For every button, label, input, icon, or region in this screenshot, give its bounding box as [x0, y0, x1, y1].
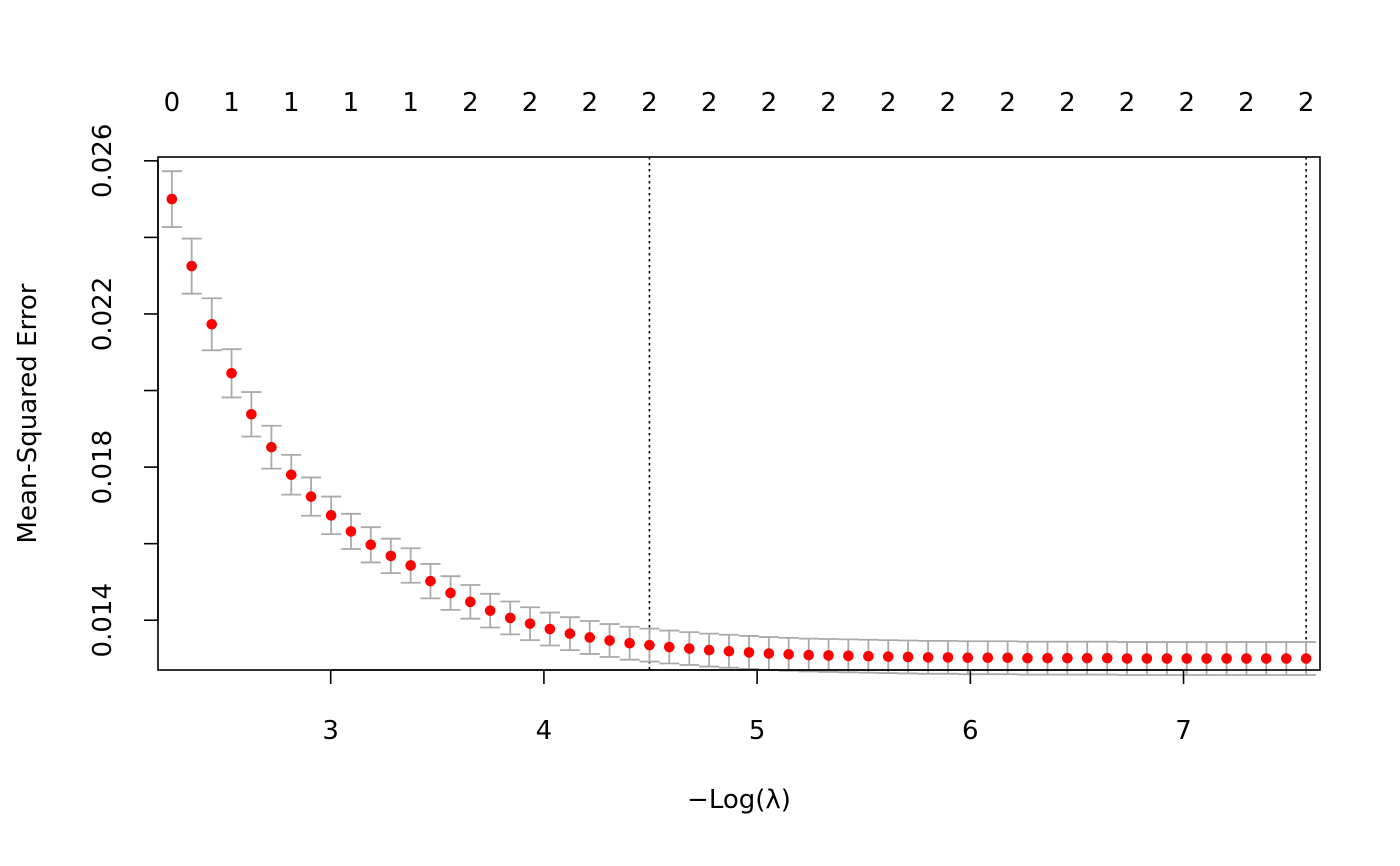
data-point-51 [1181, 653, 1193, 664]
data-point-19 [544, 623, 556, 635]
top-label-3: 1 [343, 88, 360, 118]
data-point-22 [604, 635, 615, 646]
data-point-1 [186, 260, 197, 272]
y-tick-label-3: 0.026 [88, 124, 118, 198]
data-point-40 [962, 652, 974, 664]
top-label-0: 0 [164, 88, 181, 118]
data-point-23 [624, 637, 635, 649]
data-point-27 [703, 644, 715, 656]
top-label-13: 2 [940, 88, 957, 118]
data-point-37 [902, 651, 914, 663]
x-tick-label-1: 4 [536, 716, 553, 746]
data-point-15 [465, 596, 476, 608]
y-tick-label-0: 0.014 [88, 583, 118, 657]
top-label-11: 2 [820, 88, 837, 118]
data-point-25 [663, 641, 675, 653]
data-point-34 [843, 650, 854, 662]
data-point-16 [484, 605, 496, 616]
top-label-2: 1 [283, 88, 300, 118]
data-point-17 [504, 612, 516, 624]
data-point-7 [305, 491, 317, 502]
data-point-52 [1201, 653, 1212, 664]
data-point-46 [1081, 652, 1093, 664]
data-point-38 [922, 652, 934, 663]
top-label-9: 2 [701, 88, 718, 118]
data-point-49 [1141, 653, 1153, 664]
data-point-44 [1042, 652, 1053, 664]
data-point-20 [564, 628, 576, 639]
data-points [166, 193, 1312, 664]
data-point-13 [425, 575, 436, 587]
data-point-32 [803, 649, 815, 661]
data-point-8 [325, 510, 337, 521]
top-label-15: 2 [1059, 88, 1076, 118]
data-point-12 [405, 560, 416, 571]
data-point-21 [584, 632, 596, 643]
top-label-12: 2 [880, 88, 897, 118]
data-point-26 [684, 643, 695, 654]
top-label-8: 2 [641, 88, 658, 118]
top-label-16: 2 [1119, 88, 1136, 118]
data-point-18 [524, 618, 536, 629]
data-point-11 [385, 550, 397, 562]
data-point-29 [743, 647, 755, 658]
top-label-19: 2 [1298, 88, 1315, 118]
data-point-48 [1121, 653, 1133, 664]
y-tick-label-2: 0.022 [88, 277, 118, 351]
top-label-14: 2 [999, 88, 1016, 118]
data-point-31 [783, 649, 794, 660]
x-tick-label-4: 7 [1175, 716, 1192, 746]
error-bars [161, 170, 1317, 676]
data-point-42 [1002, 652, 1013, 664]
data-point-0 [166, 193, 178, 205]
top-label-5: 2 [462, 88, 479, 118]
data-point-6 [285, 469, 297, 481]
top-label-7: 2 [581, 88, 598, 118]
data-point-56 [1281, 653, 1292, 664]
data-point-10 [365, 539, 377, 551]
data-point-45 [1062, 652, 1073, 664]
data-point-2 [206, 318, 218, 330]
data-point-4 [246, 408, 257, 420]
top-label-18: 2 [1238, 88, 1255, 118]
data-point-14 [445, 587, 456, 599]
data-point-28 [723, 645, 735, 657]
data-point-3 [226, 368, 237, 379]
plot-frame [157, 156, 1321, 671]
data-point-9 [345, 526, 357, 537]
reference-lines [648, 157, 1307, 670]
data-point-33 [823, 650, 834, 661]
x-tick-label-3: 6 [962, 716, 979, 746]
x-axis: 3 4 5 6 7 [322, 669, 1192, 746]
top-label-4: 1 [402, 88, 419, 118]
top-label-10: 2 [761, 88, 778, 118]
data-point-39 [942, 652, 954, 663]
data-point-55 [1260, 653, 1272, 664]
y-tick-label-1: 0.018 [88, 430, 118, 504]
top-label-1: 1 [223, 88, 240, 118]
data-point-30 [763, 648, 775, 659]
top-label-6: 2 [522, 88, 539, 118]
data-point-5 [266, 441, 277, 453]
data-point-50 [1161, 653, 1173, 664]
data-point-41 [982, 652, 994, 664]
y-axis-title: Mean-Squared Error [13, 283, 43, 543]
data-point-35 [863, 650, 874, 662]
data-point-57 [1300, 653, 1312, 664]
x-axis-title: −Log(λ) [687, 785, 791, 815]
data-point-24 [644, 639, 655, 651]
top-label-17: 2 [1178, 88, 1195, 118]
data-point-54 [1241, 653, 1252, 664]
data-point-36 [882, 651, 894, 662]
top-axis-labels: 0 1 1 1 1 2 2 2 2 2 2 2 2 2 2 2 2 2 2 2 [164, 88, 1315, 118]
x-tick-label-0: 3 [322, 716, 339, 746]
x-tick-label-2: 5 [749, 716, 766, 746]
data-point-53 [1221, 653, 1232, 664]
y-axis: 0.014 0.018 0.022 0.026 [88, 124, 159, 657]
data-point-47 [1101, 652, 1113, 664]
data-point-43 [1022, 652, 1033, 664]
